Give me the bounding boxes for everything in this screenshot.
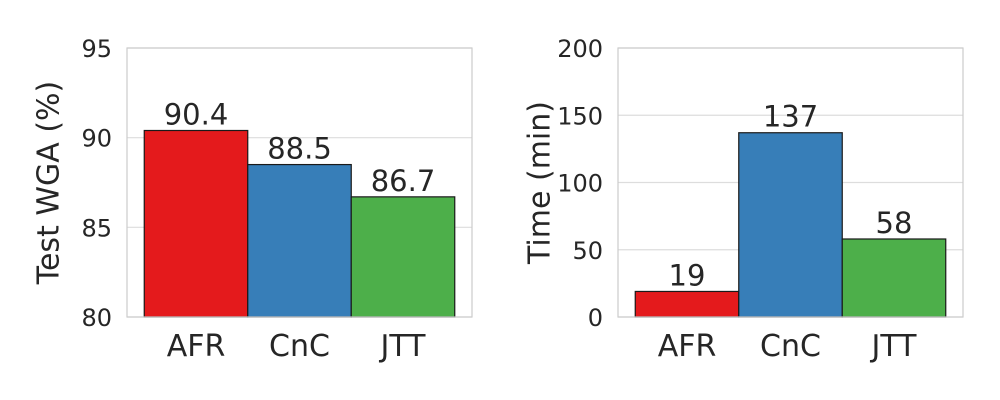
y-axis-label-wga: Test WGA (%) xyxy=(32,81,67,286)
y-tick-label-time-2: 100 xyxy=(557,170,603,198)
y-tick-label-time-4: 200 xyxy=(557,35,603,63)
value-label-time-jtt: 58 xyxy=(876,206,913,240)
category-label-wga-cnc: CnC xyxy=(269,329,330,364)
value-label-time-cnc: 137 xyxy=(763,100,818,134)
bar-time-jtt xyxy=(841,238,947,318)
category-label-wga-jtt: JTT xyxy=(379,329,427,364)
bar-wga-jtt xyxy=(350,196,456,318)
category-label-time-cnc: CnC xyxy=(760,329,821,364)
y-tick-label-wga-1: 85 xyxy=(81,214,112,242)
bar-time-afr xyxy=(634,290,740,318)
y-tick-label-wga-0: 80 xyxy=(81,304,112,332)
category-label-time-afr: AFR xyxy=(658,329,717,364)
y-tick-label-wga-2: 90 xyxy=(81,125,112,153)
bar-wga-afr xyxy=(143,129,249,318)
category-label-time-jtt: JTT xyxy=(870,329,918,364)
y-axis-label-time: Time (min) xyxy=(523,101,558,265)
value-label-wga-cnc: 88.5 xyxy=(267,132,332,166)
y-tick-label-time-3: 150 xyxy=(557,102,603,130)
plot-frame-wga xyxy=(126,47,473,318)
category-label-wga-afr: AFR xyxy=(167,329,226,364)
y-tick-label-time-0: 0 xyxy=(588,304,603,332)
chart-time: 19 AFR 137 CnC 58 JTT 0 50 100 150 200 Time (min) xyxy=(523,35,964,364)
chart-test-wga: 90.4 AFR 88.5 CnC 86.7 JTT 80 85 90 95 Test WGA (%… xyxy=(32,35,473,364)
value-label-wga-afr: 90.4 xyxy=(164,97,229,131)
value-label-time-afr: 19 xyxy=(669,258,706,292)
bar-time-cnc xyxy=(738,132,843,318)
y-tick-label-time-1: 50 xyxy=(572,237,603,265)
value-label-wga-jtt: 86.7 xyxy=(371,164,436,198)
bar-wga-cnc xyxy=(247,163,352,318)
y-tick-label-wga-3: 95 xyxy=(81,35,112,63)
plot-frame-time xyxy=(617,47,964,318)
